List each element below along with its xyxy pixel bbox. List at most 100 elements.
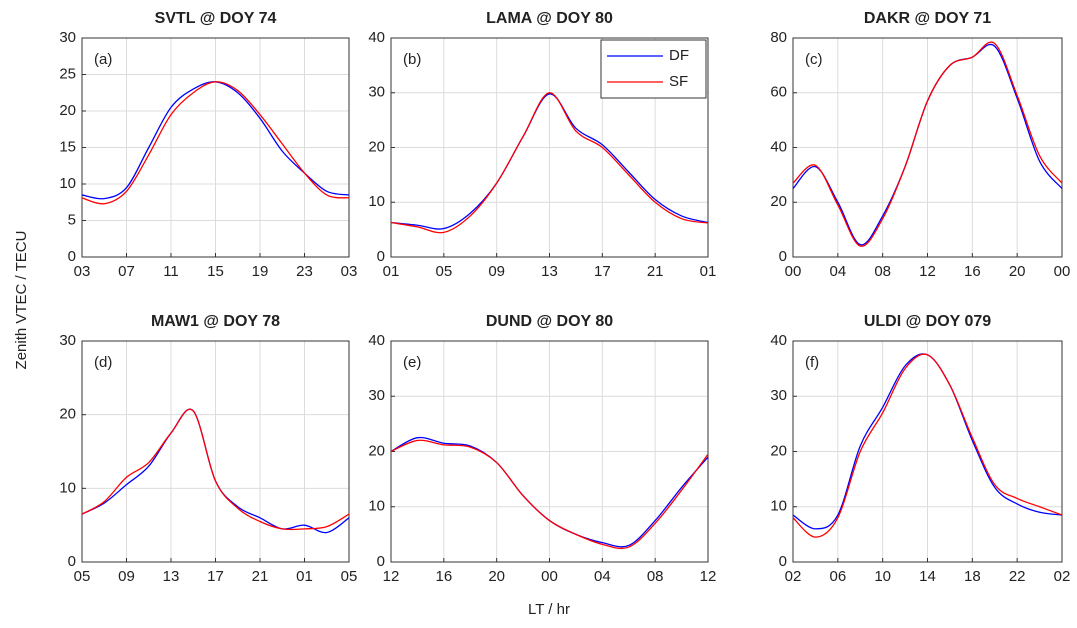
y-tick-label: 30 [59,332,76,349]
y-tick-label: 30 [368,387,385,404]
legend-label: SF [669,73,688,90]
y-tick-label: 40 [368,332,385,349]
plot-frame [390,37,709,258]
x-tick-label: 06 [829,568,846,585]
x-tick-label: 20 [488,568,505,585]
x-tick-label: 08 [874,263,891,280]
chart-title: DUND @ DOY 80 [486,313,613,330]
x-tick-label: 12 [919,263,936,280]
y-tick-label: 20 [368,138,385,155]
data-line [81,81,350,205]
x-tick-label: 02 [785,568,802,585]
y-tick-label: 15 [59,138,76,155]
x-tick-label: 13 [541,263,558,280]
x-tick-label: 21 [252,568,269,585]
x-tick-label: 08 [647,568,664,585]
y-tick-label: 10 [59,479,76,496]
x-tick-label: 12 [383,568,400,585]
x-tick-label: 16 [435,568,452,585]
y-axis-label: Zenith VTEC / TECU [13,231,30,370]
data-line [390,92,709,234]
x-tick-label: 17 [594,263,611,280]
x-tick-label: 01 [383,263,400,280]
x-tick-label: 18 [964,568,981,585]
y-tick-label: 20 [368,442,385,459]
x-tick-label: 05 [341,568,358,585]
y-tick-label: 0 [377,553,385,570]
data-line [390,93,709,230]
chart-title: DAKR @ DOY 71 [864,10,991,27]
x-tick-label: 00 [541,568,558,585]
x-tick-label: 23 [296,263,313,280]
x-tick-label: 19 [252,263,269,280]
x-tick-label: 07 [118,263,135,280]
chart-title: LAMA @ DOY 80 [486,10,613,27]
chart-title: ULDI @ DOY 079 [864,313,991,330]
panel-label: (c) [805,51,823,68]
x-tick-label: 00 [1054,263,1071,280]
x-tick-label: 01 [296,568,313,585]
y-tick-label: 20 [59,406,76,423]
x-tick-label: 16 [964,263,981,280]
y-tick-label: 20 [770,193,787,210]
y-tick-label: 0 [68,553,76,570]
chart-title: MAW1 @ DOY 78 [151,313,280,330]
chart-title: SVTL @ DOY 74 [155,10,277,27]
panel-label: (b) [403,51,421,68]
plot-frame [81,340,350,563]
x-tick-label: 21 [647,263,664,280]
legend-label: DF [669,47,689,64]
y-tick-label: 30 [770,387,787,404]
x-axis-label: LT / hr [528,601,570,618]
y-tick-label: 80 [770,29,787,46]
x-tick-label: 14 [919,568,936,585]
x-tick-label: 20 [1009,263,1026,280]
x-tick-label: 04 [594,568,611,585]
x-tick-label: 22 [1009,568,1026,585]
data-line [792,41,1063,247]
x-tick-label: 12 [700,568,717,585]
plot-frame [792,340,1063,563]
data-line [390,439,709,550]
x-tick-label: 03 [74,263,91,280]
x-tick-label: 13 [163,568,180,585]
y-tick-label: 40 [770,332,787,349]
y-tick-label: 10 [770,498,787,515]
x-tick-label: 04 [829,263,846,280]
x-tick-label: 01 [700,263,717,280]
panel-label: (e) [403,354,421,371]
y-tick-label: 10 [368,498,385,515]
panel-label: (f) [805,354,819,371]
y-tick-label: 10 [59,175,76,192]
x-tick-label: 02 [1054,568,1071,585]
y-tick-label: 0 [779,553,787,570]
x-tick-label: 09 [118,568,135,585]
y-tick-label: 30 [59,29,76,46]
x-tick-label: 10 [874,568,891,585]
x-tick-label: 05 [435,263,452,280]
y-tick-label: 0 [377,248,385,265]
x-tick-label: 17 [207,568,224,585]
panel-label: (a) [94,51,112,68]
x-tick-label: 05 [74,568,91,585]
data-line [81,408,350,531]
y-tick-label: 40 [368,29,385,46]
y-tick-label: 5 [68,211,76,228]
y-tick-label: 60 [770,84,787,101]
x-tick-label: 09 [488,263,505,280]
y-tick-label: 40 [770,138,787,155]
x-tick-label: 11 [163,263,179,280]
legend-box [600,39,707,99]
plot-frame [792,37,1063,258]
y-tick-label: 0 [68,248,76,265]
data-line [792,353,1063,538]
y-tick-label: 25 [59,65,76,82]
x-tick-label: 15 [207,263,224,280]
x-tick-label: 00 [785,263,802,280]
y-tick-label: 20 [59,102,76,119]
y-tick-label: 20 [770,442,787,459]
y-tick-label: 30 [368,84,385,101]
y-tick-label: 0 [779,248,787,265]
panel-label: (d) [94,354,112,371]
